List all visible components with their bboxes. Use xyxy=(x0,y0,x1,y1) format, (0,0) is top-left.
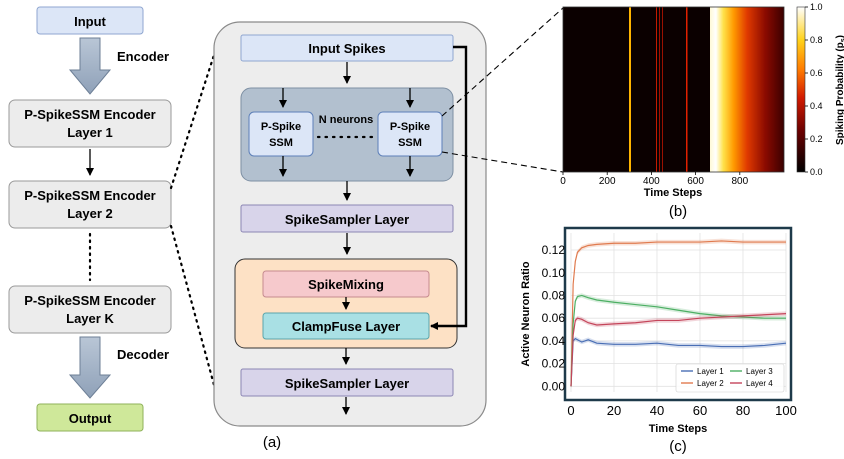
encoder-layer2-line1: P-SpikeSSM Encoder xyxy=(24,188,155,203)
colorbar-label: Spiking Probability (ps) xyxy=(835,35,844,145)
spikemixing-label: SpikeMixing xyxy=(308,277,384,292)
colorbar xyxy=(796,6,806,173)
heatmap-xtick-label: 600 xyxy=(687,176,704,187)
legend-label: Layer 4 xyxy=(746,379,773,388)
y-tick-label: 0.02 xyxy=(542,357,566,371)
decoder-arrow xyxy=(68,336,112,399)
sampler2-label: SpikeSampler Layer xyxy=(285,376,409,391)
legend-label: Layer 1 xyxy=(697,367,724,376)
y-tick-label: 0.12 xyxy=(542,243,566,257)
colorbar-ticks: 0.0 0.2 0.4 0.6 0.8 1.0 xyxy=(805,2,823,177)
clampfuse-label: ClampFuse Layer xyxy=(292,319,400,334)
encoder-layer1-box xyxy=(8,99,172,148)
encoder-layerk-line2: Layer K xyxy=(66,311,114,326)
n-neurons-label: N neurons xyxy=(319,114,373,126)
output-label: Output xyxy=(69,411,112,426)
y-tick-label: 0.04 xyxy=(542,334,566,348)
output-box xyxy=(36,403,144,432)
line-chart-panel: 0.00 0.02 0.04 0.06 0.08 0.10 0.12 0 20 40 60 80 10… xyxy=(520,226,797,435)
heat-stripe-4 xyxy=(662,7,663,172)
encoder-arrow xyxy=(68,37,112,95)
series-line xyxy=(570,337,787,387)
sampler1-box xyxy=(240,204,454,233)
encoder-layer2-line2: Layer 2 xyxy=(67,206,113,221)
encoder-layer2-box xyxy=(8,180,172,229)
neuron-right-line2: SSM xyxy=(398,137,422,149)
x-tick-label: 100 xyxy=(775,403,797,418)
neuron-left xyxy=(248,111,314,157)
heatmap-xtick-label: 0 xyxy=(560,176,566,187)
clampfuse-box xyxy=(262,312,430,340)
chart-series xyxy=(570,238,787,389)
heatmap-xtick-label: 800 xyxy=(731,176,748,187)
colorbar-tick-label: 0.8 xyxy=(810,35,823,45)
zoom-dash-top xyxy=(441,7,564,117)
sampler2-box xyxy=(240,368,454,397)
x-tick-label: 20 xyxy=(607,403,621,418)
input-spikes-label: Input Spikes xyxy=(308,41,385,56)
caption-a: (a) xyxy=(263,434,281,451)
zoom-line-top xyxy=(169,53,216,190)
x-tick-label: 40 xyxy=(650,403,664,418)
colorbar-tick-label: 0.2 xyxy=(810,134,823,144)
heatmap-xlabel: Time Steps xyxy=(644,187,703,199)
legend-label: Layer 2 xyxy=(697,379,724,388)
input-box xyxy=(36,6,144,35)
x-tick-label: 80 xyxy=(736,403,750,418)
skip-connection xyxy=(430,45,468,330)
y-tick-label: 0.06 xyxy=(542,311,566,325)
neuron-right xyxy=(377,111,443,157)
chart-xticks: 0 20 40 60 80 100 xyxy=(567,403,796,418)
zoom-line-bottom xyxy=(169,224,216,387)
caption-b: (b) xyxy=(669,203,687,220)
heatmap-panel: 0 200 400 600 800 Time Steps 0.0 0.2 0.4 0.6 0.8… xyxy=(560,2,844,199)
heat-stripe-2 xyxy=(656,7,657,172)
y-tick-label: 0.08 xyxy=(542,288,566,302)
heat-stripe-1 xyxy=(629,7,631,172)
colorbar-tick-label: 0.0 xyxy=(810,167,823,177)
chart-yticks: 0.00 0.02 0.04 0.06 0.08 0.10 0.12 xyxy=(542,243,566,393)
series-line xyxy=(570,313,787,387)
y-tick-label: 0.10 xyxy=(542,266,566,280)
legend-label: Layer 3 xyxy=(746,367,773,376)
encoder-layerk-line1: P-SpikeSSM Encoder xyxy=(24,293,155,308)
neuron-left-line1: P-Spike xyxy=(261,121,301,133)
legend-box xyxy=(675,363,785,393)
layer-block: Input Spikes P-Spike SSM P-Spike SSM N n… xyxy=(213,21,487,427)
input-label: Input xyxy=(74,14,106,29)
neuron-left-line2: SSM xyxy=(269,137,293,149)
x-tick-label: 60 xyxy=(693,403,707,418)
chart-xlabel: Time Steps xyxy=(649,423,708,435)
decoder-label: Decoder xyxy=(117,347,169,362)
heatmap-xtick-label: 400 xyxy=(643,176,660,187)
encoder-label: Encoder xyxy=(117,49,169,64)
heatmap-xticks: 0 200 400 600 800 xyxy=(560,172,749,187)
encoder-layer1-line2: Layer 1 xyxy=(67,125,113,140)
heat-stripe-3 xyxy=(659,7,660,172)
heatmap-frame xyxy=(562,6,785,173)
heatmap-xtick-label: 200 xyxy=(599,176,616,187)
caption-c: (c) xyxy=(669,438,687,454)
heat-stripe-5 xyxy=(686,7,688,172)
series-line xyxy=(570,240,786,387)
sampler1-label: SpikeSampler Layer xyxy=(285,212,409,227)
colorbar-tick-label: 0.4 xyxy=(810,101,823,111)
encoder-layerk-box xyxy=(8,285,172,334)
encoder-layer1-line1: P-SpikeSSM Encoder xyxy=(24,107,155,122)
zoom-dash-bottom xyxy=(441,151,564,173)
left-stack: Input Encoder P-SpikeSSM Encoder Layer 1… xyxy=(8,6,172,432)
colorbar-tick-label: 0.6 xyxy=(810,68,823,78)
colorbar-tick-label: 1.0 xyxy=(810,2,823,12)
chart-ylabel: Active Neuron Ratio xyxy=(520,261,532,366)
chart-legend: Layer 1 Layer 3 Layer 2 Layer 4 xyxy=(675,363,785,393)
neuron-right-line1: P-Spike xyxy=(390,121,430,133)
heat-burst xyxy=(710,7,784,172)
y-tick-label: 0.00 xyxy=(542,379,566,393)
x-tick-label: 0 xyxy=(567,403,574,418)
